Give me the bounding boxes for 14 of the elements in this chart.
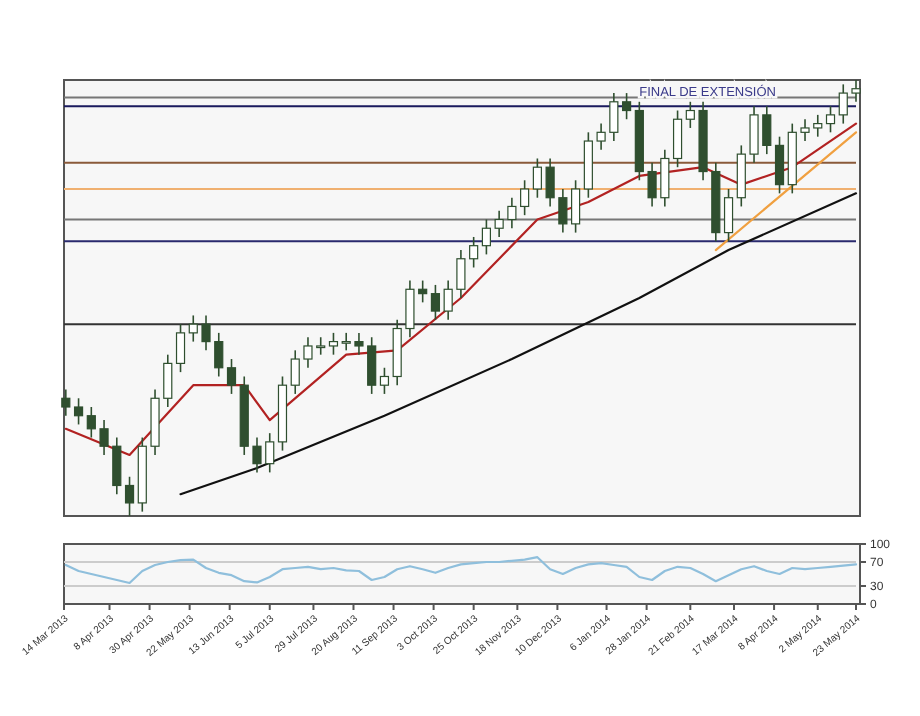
candlestick [328, 332, 339, 356]
candlestick [175, 323, 186, 373]
candlestick [73, 397, 84, 426]
candlestick [430, 284, 441, 321]
candlestick [774, 135, 785, 195]
line-series [64, 556, 858, 585]
candlestick [61, 388, 71, 417]
candlestick [621, 92, 632, 121]
candlestick [723, 188, 734, 243]
candlestick [825, 105, 836, 134]
candlestick [124, 475, 135, 517]
candlestick [226, 358, 237, 395]
candlestick [672, 109, 683, 168]
candlestick [379, 366, 390, 395]
